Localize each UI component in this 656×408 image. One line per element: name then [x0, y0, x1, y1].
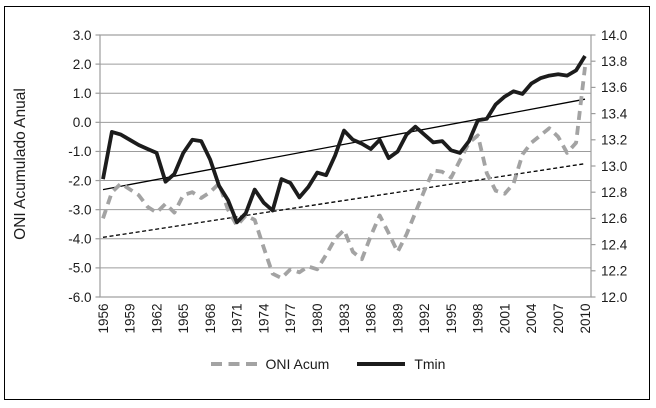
legend-item-oni-acum: ONI Acum [210, 356, 330, 372]
x-axis-tick-label: 1956 [96, 304, 111, 334]
tmin-solid-swatch-icon [357, 362, 406, 366]
x-axis-tick-label: 1995 [444, 304, 459, 334]
tmin-line [101, 55, 587, 225]
left-axis-tick-label: -5.0 [68, 261, 91, 276]
x-axis-tick-label: 2010 [578, 304, 593, 334]
x-axis: 1956 1959 1962 1965 1968 1971 1974 1977 1980 1983… [96, 303, 593, 334]
x-axis-tick-label: 2001 [497, 304, 512, 334]
right-axis-tick-label: 13.0 [601, 159, 627, 174]
gridlines [99, 34, 592, 298]
tmin-trendline [102, 98, 586, 191]
left-axis: 3.0 2.0 1.0 0.0 -1.0 -2.0 -3.0 -4.0 -5.0 -6.0 [68, 28, 100, 305]
x-axis-tick-label: 1959 [123, 304, 138, 334]
legend-label-oni-acum: ONI Acum [265, 356, 330, 372]
right-axis-tick-label: 12.2 [601, 264, 627, 279]
x-axis-tick-label: 2004 [524, 303, 539, 334]
right-axis-tick-label: 13.4 [601, 106, 628, 121]
left-axis-title: ONI Acumulado Anual [12, 88, 29, 240]
left-axis-tick-label: -3.0 [68, 202, 91, 217]
oni-acum-dashed-swatch-icon [210, 362, 257, 366]
x-axis-tick-label: 1986 [364, 304, 379, 334]
right-axis-tick-label: 14.0 [601, 28, 627, 43]
left-axis-tick-label: -4.0 [68, 232, 91, 247]
x-axis-tick-label: 1998 [471, 304, 486, 334]
x-axis-tick-label: 1989 [390, 304, 405, 334]
left-axis-tick-label: 1.0 [73, 86, 92, 101]
oni-acum-trendline [102, 163, 586, 238]
left-axis-tick-label: -6.0 [68, 290, 91, 305]
right-axis-tick-label: 13.6 [601, 80, 627, 95]
x-axis-tick-label: 1974 [256, 303, 271, 334]
x-axis-tick-label: 1968 [203, 304, 218, 334]
right-axis-tick-label: 12.8 [601, 185, 627, 200]
left-axis-tick-label: -1.0 [68, 144, 91, 159]
x-axis-tick-label: 1980 [310, 304, 325, 334]
right-axis: 14.0 13.8 13.6 13.4 13.2 13.0 12.8 12.6 12.4 12.2… [591, 28, 628, 305]
x-axis-tick-label: 1992 [417, 304, 432, 334]
legend-label-tmin: Tmin [414, 356, 446, 372]
legend: ONI Acum Tmin [0, 356, 656, 372]
left-axis-tick-label: 2.0 [73, 57, 92, 72]
x-axis-tick-label: 1971 [230, 304, 245, 334]
x-axis-tick-label: 1962 [149, 304, 164, 334]
x-axis-tick-label: 1983 [337, 304, 352, 334]
x-axis-tick-label: 1977 [283, 304, 298, 334]
right-axis-tick-label: 13.8 [601, 54, 627, 69]
left-axis-tick-label: 0.0 [73, 115, 92, 130]
legend-item-tmin: Tmin [357, 356, 445, 372]
oni-acum-line [101, 66, 587, 281]
x-axis-tick-label: 1965 [176, 304, 191, 334]
x-axis-tick-label: 2007 [551, 304, 566, 334]
right-axis-tick-label: 12.4 [601, 237, 628, 252]
right-axis-tick-label: 12.6 [601, 211, 627, 226]
left-axis-tick-label: 3.0 [73, 28, 92, 43]
right-axis-tick-label: 12.0 [601, 290, 627, 305]
right-axis-tick-label: 13.2 [601, 133, 627, 148]
left-axis-tick-label: -2.0 [68, 173, 91, 188]
